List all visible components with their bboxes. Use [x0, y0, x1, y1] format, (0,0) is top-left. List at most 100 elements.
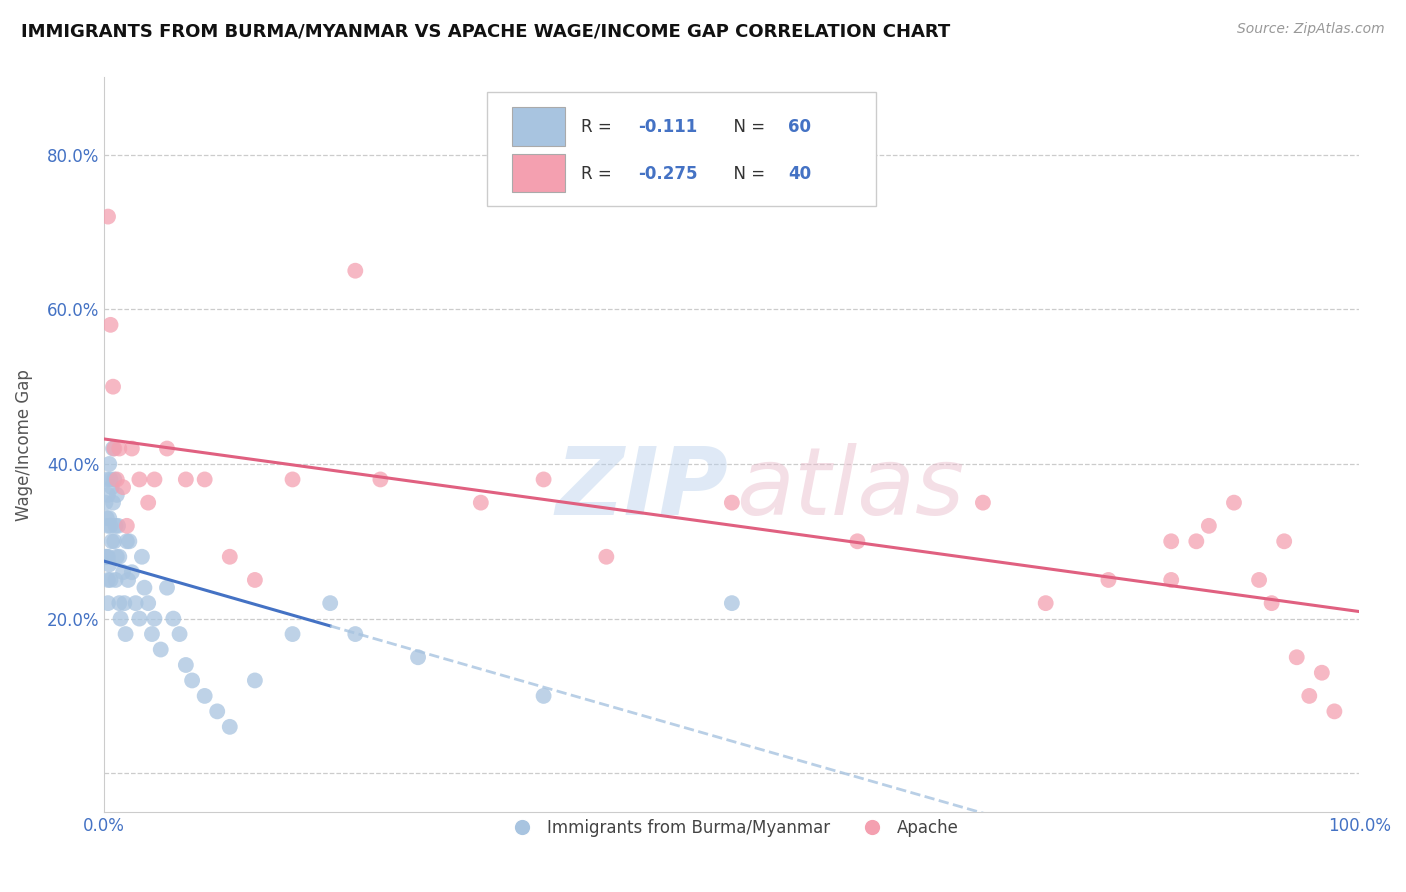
- Point: [97, 573, 120, 587]
- Point: [143, 612, 166, 626]
- Text: R =: R =: [581, 119, 623, 136]
- Point: [101, 534, 124, 549]
- Point: [156, 581, 179, 595]
- Point: [136, 596, 159, 610]
- Point: [110, 612, 132, 626]
- Point: [105, 549, 128, 564]
- Point: [112, 566, 135, 580]
- Point: [344, 627, 367, 641]
- Point: [1160, 534, 1182, 549]
- Point: [118, 534, 141, 549]
- Point: [105, 472, 128, 486]
- Point: [205, 705, 228, 719]
- Text: N =: N =: [723, 165, 770, 183]
- Point: [94, 495, 117, 509]
- Point: [1285, 650, 1308, 665]
- Point: [97, 488, 120, 502]
- Point: [96, 472, 118, 486]
- Point: [1035, 596, 1057, 610]
- Point: [533, 689, 555, 703]
- Point: [218, 549, 240, 564]
- FancyBboxPatch shape: [486, 92, 876, 206]
- Point: [406, 650, 429, 665]
- Point: [194, 472, 217, 486]
- Point: [370, 472, 392, 486]
- Point: [96, 511, 118, 525]
- Point: [846, 534, 869, 549]
- Point: [104, 518, 127, 533]
- Point: [100, 472, 122, 486]
- Point: [281, 627, 304, 641]
- Point: [181, 673, 204, 688]
- Legend: Immigrants from Burma/Myanmar, Apache: Immigrants from Burma/Myanmar, Apache: [499, 813, 965, 844]
- Point: [97, 518, 120, 533]
- Point: [533, 472, 555, 486]
- Point: [1185, 534, 1208, 549]
- Text: -0.275: -0.275: [638, 165, 697, 183]
- Point: [1249, 573, 1271, 587]
- Point: [101, 442, 124, 456]
- Point: [141, 627, 163, 641]
- Point: [121, 566, 143, 580]
- Point: [108, 596, 131, 610]
- Point: [1298, 689, 1320, 703]
- Point: [1223, 495, 1246, 509]
- Point: [174, 658, 197, 673]
- Point: [169, 627, 191, 641]
- Point: [97, 596, 120, 610]
- Point: [101, 495, 124, 509]
- Point: [243, 673, 266, 688]
- Point: [98, 558, 121, 572]
- Point: [121, 442, 143, 456]
- Point: [194, 689, 217, 703]
- Point: [98, 457, 121, 471]
- Point: [128, 612, 150, 626]
- Point: [136, 495, 159, 509]
- Point: [101, 480, 124, 494]
- Text: Source: ZipAtlas.com: Source: ZipAtlas.com: [1237, 22, 1385, 37]
- Point: [94, 549, 117, 564]
- Point: [103, 472, 125, 486]
- Y-axis label: Wage/Income Gap: Wage/Income Gap: [15, 368, 32, 521]
- Point: [104, 573, 127, 587]
- Point: [470, 495, 492, 509]
- Text: IMMIGRANTS FROM BURMA/MYANMAR VS APACHE WAGE/INCOME GAP CORRELATION CHART: IMMIGRANTS FROM BURMA/MYANMAR VS APACHE …: [21, 22, 950, 40]
- Text: ZIP: ZIP: [555, 442, 728, 534]
- Point: [107, 518, 129, 533]
- Point: [108, 442, 131, 456]
- Point: [1310, 665, 1333, 680]
- Point: [124, 596, 146, 610]
- Point: [972, 495, 994, 509]
- Text: N =: N =: [723, 119, 770, 136]
- Point: [156, 442, 179, 456]
- Point: [1323, 705, 1346, 719]
- Point: [1260, 596, 1282, 610]
- Text: -0.111: -0.111: [638, 119, 697, 136]
- Point: [101, 379, 124, 393]
- Point: [1097, 573, 1119, 587]
- Point: [97, 210, 120, 224]
- Point: [100, 318, 122, 332]
- Point: [243, 573, 266, 587]
- Text: atlas: atlas: [735, 443, 965, 534]
- Point: [721, 495, 744, 509]
- Point: [112, 596, 135, 610]
- Point: [115, 518, 138, 533]
- Point: [143, 472, 166, 486]
- FancyBboxPatch shape: [512, 154, 565, 192]
- Point: [112, 480, 135, 494]
- Point: [344, 263, 367, 277]
- Point: [1198, 518, 1220, 533]
- Point: [103, 442, 125, 456]
- Point: [117, 573, 139, 587]
- Point: [319, 596, 342, 610]
- Point: [100, 573, 122, 587]
- Point: [1272, 534, 1295, 549]
- Point: [105, 488, 128, 502]
- Point: [97, 549, 120, 564]
- Point: [1160, 573, 1182, 587]
- Point: [595, 549, 617, 564]
- Text: 40: 40: [789, 165, 811, 183]
- Point: [96, 549, 118, 564]
- Point: [281, 472, 304, 486]
